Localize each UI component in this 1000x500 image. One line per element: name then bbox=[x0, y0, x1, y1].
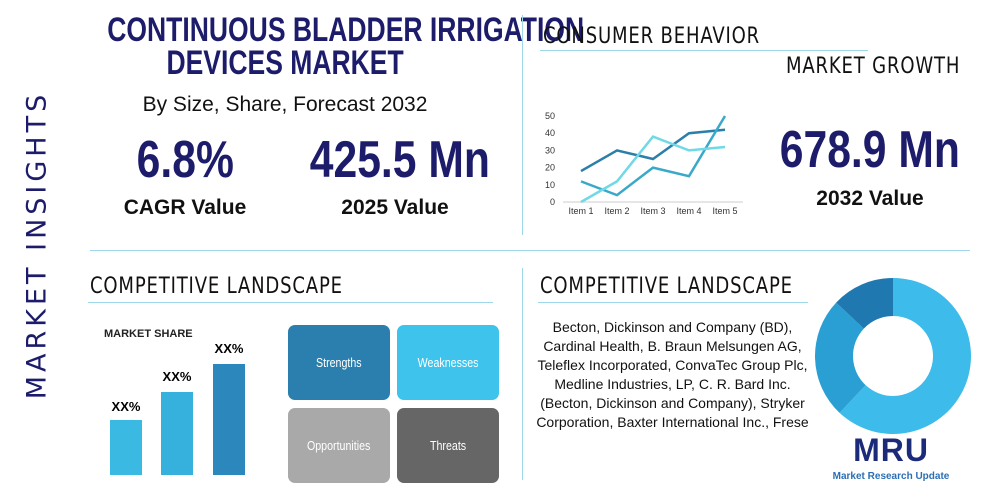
x-tick-label: Item 4 bbox=[676, 206, 701, 216]
series-line bbox=[580, 128, 726, 173]
swot-label: Opportunities bbox=[307, 438, 371, 453]
stat-value: 6.8% bbox=[95, 130, 275, 190]
y-tick-label: 0 bbox=[550, 197, 555, 207]
swot-box: Opportunities bbox=[288, 408, 390, 483]
x-tick-label: Item 1 bbox=[568, 206, 593, 216]
bar-label: XX% bbox=[214, 341, 244, 356]
logo-mark: MRU bbox=[853, 432, 929, 468]
y-tick-label: 10 bbox=[545, 180, 555, 190]
title-line: DEVICES MARKET bbox=[166, 44, 404, 82]
stat-text: 425.5 Mn bbox=[309, 131, 490, 189]
bar bbox=[161, 392, 193, 475]
heading-text: COMPETITIVE LANDSCAPE bbox=[90, 274, 343, 299]
logo-tagline: Market Research Update bbox=[832, 471, 950, 482]
stat-text: 678.9 Mn bbox=[779, 121, 961, 179]
heading-text: MARKET GROWTH bbox=[786, 54, 961, 79]
company-list: Becton, Dickinson and Company (BD), Card… bbox=[536, 319, 809, 430]
swot-label: Weaknesses bbox=[417, 355, 479, 370]
section-heading: MARKET GROWTH bbox=[786, 54, 998, 79]
divider bbox=[522, 268, 523, 480]
swot-box: Weaknesses bbox=[397, 325, 499, 400]
section-heading: COMPETITIVE LANDSCAPE bbox=[90, 274, 398, 299]
x-tick-label: Item 2 bbox=[604, 206, 629, 216]
title-line: CONTINUOUS BLADDER IRRIGATION bbox=[107, 11, 585, 49]
y-tick-label: 50 bbox=[545, 111, 555, 121]
heading-text: CONSUMER BEHAVIOR bbox=[543, 24, 761, 49]
series-line bbox=[580, 135, 726, 204]
underline bbox=[540, 50, 868, 51]
bar-label: XX% bbox=[111, 399, 141, 414]
subtitle: By Size, Share, Forecast 2032 bbox=[142, 93, 428, 116]
underline bbox=[88, 302, 493, 303]
section-heading: COMPETITIVE LANDSCAPE bbox=[540, 274, 848, 299]
y-tick-label: 30 bbox=[545, 145, 555, 155]
y-tick-label: 40 bbox=[545, 128, 555, 138]
donut-segment bbox=[836, 278, 893, 329]
swot-box: Strengths bbox=[288, 325, 390, 400]
stat-value: 678.9 Mn bbox=[760, 120, 980, 180]
donut-segment bbox=[814, 302, 866, 413]
swot-label: Threats bbox=[429, 438, 467, 453]
x-tick-label: Item 3 bbox=[640, 206, 665, 216]
market-share-title: MARKET SHARE bbox=[104, 328, 193, 340]
donut-segment bbox=[839, 278, 972, 435]
underline bbox=[538, 302, 808, 303]
series-line bbox=[580, 115, 727, 197]
stat-label: 2032 Value bbox=[816, 187, 924, 210]
bar-label: XX% bbox=[162, 369, 192, 384]
bar bbox=[110, 420, 142, 475]
divider bbox=[522, 15, 523, 235]
stat-text: 6.8% bbox=[136, 131, 234, 189]
bar bbox=[213, 364, 245, 475]
x-tick-label: Item 5 bbox=[712, 206, 737, 216]
stat-label: CAGR Value bbox=[123, 196, 247, 219]
title: CONTINUOUS BLADDER IRRIGATION DEVICES MA… bbox=[40, 13, 584, 82]
y-tick-label: 20 bbox=[545, 163, 555, 173]
swot-box: Threats bbox=[397, 408, 499, 483]
divider bbox=[90, 250, 970, 251]
section-heading: CONSUMER BEHAVIOR bbox=[543, 24, 808, 49]
swot-label: Strengths bbox=[316, 355, 362, 370]
heading-text: COMPETITIVE LANDSCAPE bbox=[540, 274, 793, 299]
stat-value: 425.5 Mn bbox=[290, 130, 500, 190]
stat-label: 2025 Value bbox=[341, 196, 449, 219]
